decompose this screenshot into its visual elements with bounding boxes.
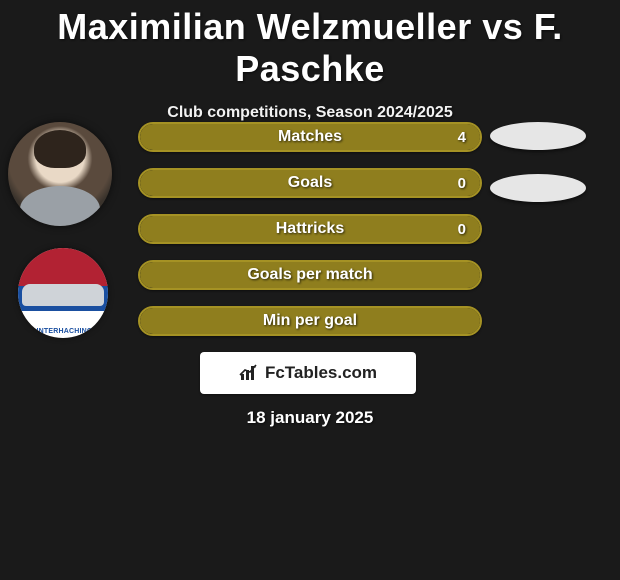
opponent-blob (490, 122, 586, 150)
stat-bar-value: 0 (458, 170, 466, 196)
stat-bar-value: 4 (458, 124, 466, 150)
stat-bar-label: Matches (140, 124, 480, 150)
opponent-blob (490, 174, 586, 202)
stat-bar-label: Goals per match (140, 262, 480, 288)
chart-icon (239, 364, 261, 382)
stat-bar-label: Goals (140, 170, 480, 196)
page-title: Maximilian Welzmueller vs F. Paschke (0, 0, 620, 90)
player-avatar (8, 122, 112, 226)
stat-bar-label: Min per goal (140, 308, 480, 334)
stat-bars: Matches4Goals0Hattricks0Goals per matchM… (138, 122, 482, 352)
stat-bar-value: 0 (458, 216, 466, 242)
left-column: UNTERHACHING (8, 122, 114, 338)
attribution-badge: FcTables.com (200, 352, 416, 394)
page-subtitle: Club competitions, Season 2024/2025 (0, 104, 620, 122)
stat-bar-label: Hattricks (140, 216, 480, 242)
club-badge: UNTERHACHING (18, 248, 108, 338)
stat-bar: Goals per match (138, 260, 482, 290)
stat-bar: Min per goal (138, 306, 482, 336)
stat-bar: Goals0 (138, 168, 482, 198)
stat-bar: Hattricks0 (138, 214, 482, 244)
attribution-text: FcTables.com (265, 363, 377, 383)
snapshot-date: 18 january 2025 (0, 408, 620, 428)
stat-bar: Matches4 (138, 122, 482, 152)
right-blobs (490, 122, 586, 226)
